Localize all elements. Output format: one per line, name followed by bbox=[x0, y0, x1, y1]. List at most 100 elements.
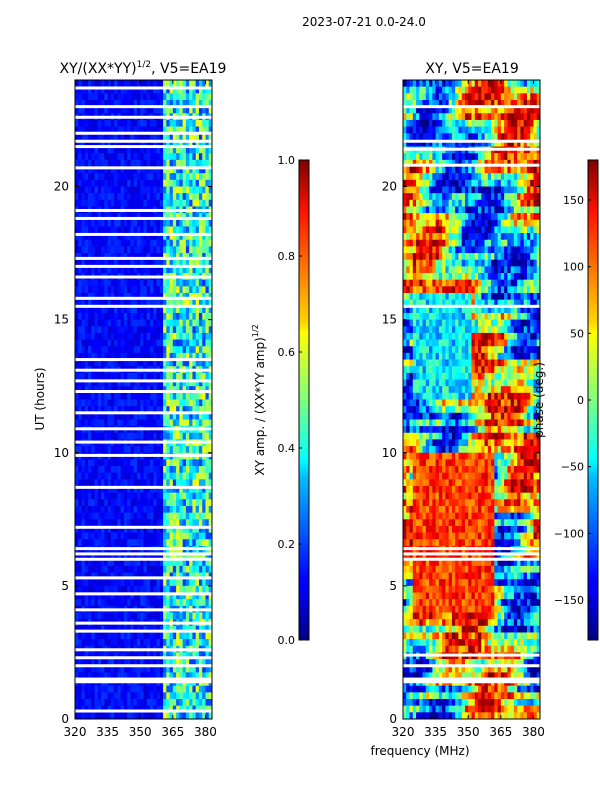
heatmap-cell bbox=[530, 193, 535, 201]
heatmap-cell bbox=[156, 80, 161, 88]
heatmap-cell bbox=[192, 193, 197, 201]
heatmap-cell bbox=[123, 705, 128, 713]
heatmap-cell bbox=[533, 139, 538, 148]
heatmap-cell bbox=[198, 233, 203, 241]
heatmap-cell bbox=[507, 159, 512, 168]
heatmap-cell bbox=[107, 299, 112, 307]
heatmap-cell bbox=[78, 525, 83, 534]
heatmap-cell bbox=[120, 86, 125, 94]
heatmap-cell bbox=[451, 179, 456, 188]
heatmap-cell bbox=[127, 665, 132, 674]
heatmap-cell bbox=[179, 492, 184, 500]
heatmap-cell bbox=[195, 106, 200, 114]
heatmap-cell bbox=[114, 432, 118, 441]
heatmap-cell bbox=[179, 219, 184, 228]
heatmap-cell bbox=[140, 572, 145, 580]
heatmap-cell bbox=[182, 699, 187, 707]
heatmap-cell bbox=[176, 293, 180, 301]
heatmap-cell bbox=[416, 159, 420, 168]
heatmap-cell bbox=[143, 419, 148, 427]
heatmap-cell bbox=[88, 486, 92, 494]
heatmap-cell bbox=[192, 379, 197, 387]
heatmap-cell bbox=[169, 99, 174, 108]
flagged-row bbox=[75, 656, 212, 660]
heatmap-cell bbox=[176, 519, 180, 527]
heatmap-cell bbox=[182, 93, 187, 101]
heatmap-cell bbox=[84, 399, 89, 407]
heatmap-cell bbox=[445, 173, 450, 181]
heatmap-cell bbox=[406, 139, 411, 148]
heatmap-cell bbox=[461, 119, 466, 128]
heatmap-cell bbox=[205, 512, 210, 520]
heatmap-cell bbox=[127, 512, 132, 520]
heatmap-cell bbox=[143, 446, 148, 454]
heatmap-cell bbox=[110, 519, 115, 527]
heatmap-cell bbox=[163, 266, 167, 274]
heatmap-cell bbox=[84, 332, 89, 341]
heatmap-cell bbox=[146, 712, 151, 719]
heatmap-cell bbox=[97, 565, 102, 574]
heatmap-cell bbox=[110, 253, 115, 261]
heatmap-cell bbox=[179, 99, 184, 108]
heatmap-cell bbox=[432, 113, 437, 121]
heatmap-cell bbox=[182, 399, 187, 407]
heatmap-cell bbox=[94, 139, 99, 148]
heatmap-cell bbox=[94, 386, 99, 394]
heatmap-cell bbox=[166, 419, 171, 427]
heatmap-cell bbox=[114, 299, 118, 307]
heatmap-cell bbox=[117, 379, 122, 387]
heatmap-cell bbox=[497, 139, 502, 148]
heatmap-cell bbox=[114, 312, 118, 321]
heatmap-cell bbox=[179, 446, 184, 454]
heatmap-cell bbox=[150, 612, 154, 620]
heatmap-cell bbox=[150, 326, 154, 334]
heatmap-cell bbox=[429, 206, 433, 214]
heatmap-cell bbox=[130, 193, 135, 201]
heatmap-cell bbox=[84, 592, 89, 600]
heatmap-cell bbox=[146, 612, 151, 620]
heatmap-cell bbox=[127, 459, 132, 467]
heatmap-cell bbox=[176, 466, 180, 474]
heatmap-cell bbox=[107, 612, 112, 620]
heatmap-cell bbox=[494, 126, 499, 134]
heatmap-cell bbox=[104, 379, 109, 387]
heatmap-cell bbox=[189, 359, 194, 367]
heatmap-cell bbox=[169, 106, 174, 114]
heatmap-cell bbox=[143, 306, 148, 314]
heatmap-cell bbox=[130, 579, 135, 587]
heatmap-cell bbox=[195, 532, 200, 540]
heatmap-cell bbox=[150, 625, 154, 634]
heatmap-cell bbox=[75, 379, 79, 387]
heatmap-cell bbox=[179, 312, 184, 321]
heatmap-cell bbox=[150, 539, 154, 547]
heatmap-cell bbox=[123, 326, 128, 334]
heatmap-cell bbox=[146, 692, 151, 700]
heatmap-cell bbox=[146, 80, 151, 88]
heatmap-cell bbox=[117, 572, 122, 580]
heatmap-cell bbox=[123, 199, 128, 208]
heatmap-cell bbox=[136, 705, 141, 713]
heatmap-cell bbox=[136, 699, 141, 707]
heatmap-cell bbox=[117, 712, 122, 719]
heatmap-cell bbox=[120, 552, 125, 560]
heatmap-cell bbox=[117, 672, 122, 680]
heatmap-cell bbox=[107, 146, 112, 154]
heatmap-cell bbox=[136, 326, 141, 334]
heatmap-cell bbox=[412, 166, 417, 174]
heatmap-cell bbox=[198, 246, 203, 254]
heatmap-cell bbox=[91, 233, 96, 241]
heatmap-cell bbox=[94, 299, 99, 307]
heatmap-cell bbox=[471, 206, 476, 214]
heatmap-cell bbox=[156, 293, 161, 301]
heatmap-cell bbox=[179, 486, 184, 494]
heatmap-cell bbox=[78, 173, 83, 181]
heatmap-cell bbox=[101, 572, 105, 580]
heatmap-cell bbox=[78, 699, 83, 707]
heatmap-cell bbox=[458, 186, 463, 194]
heatmap-cell bbox=[107, 652, 112, 660]
heatmap-cell bbox=[75, 372, 79, 381]
heatmap-cell bbox=[513, 86, 518, 94]
heatmap-cell bbox=[504, 99, 508, 108]
heatmap-cell bbox=[75, 312, 79, 321]
heatmap-cell bbox=[84, 506, 89, 514]
